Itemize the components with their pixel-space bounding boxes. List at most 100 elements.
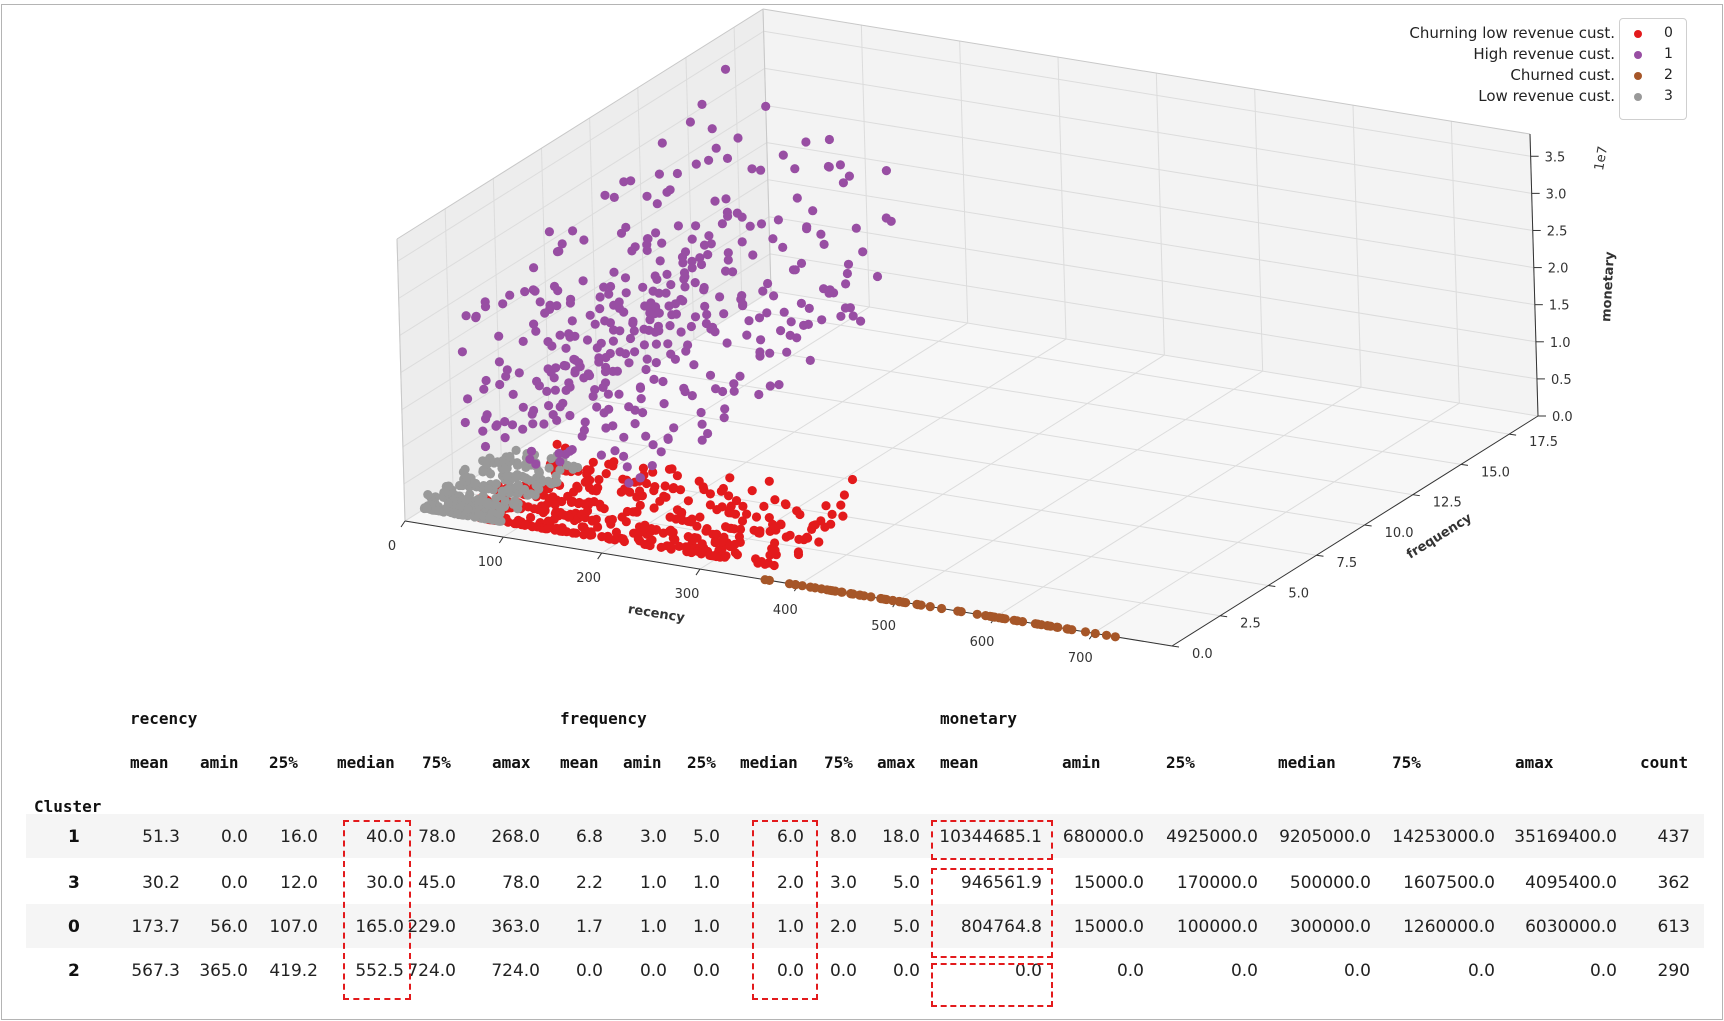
row-index: 2	[68, 961, 80, 981]
point-high-revenue	[650, 271, 660, 281]
point-low-revenue	[495, 507, 505, 517]
point-high-revenue	[543, 337, 553, 347]
point-high-revenue	[729, 379, 739, 389]
point-high-revenue	[527, 409, 537, 419]
point-churning-low	[503, 517, 513, 527]
column-header: 25%	[687, 753, 716, 772]
point-high-revenue	[549, 281, 560, 291]
point-high-revenue	[841, 279, 851, 289]
point-high-revenue	[621, 288, 631, 298]
point-high-revenue	[679, 383, 689, 393]
point-high-revenue	[824, 134, 835, 145]
grid-line	[492, 178, 502, 461]
point-high-revenue	[836, 311, 846, 321]
point-high-revenue	[609, 267, 619, 277]
grid-line	[896, 370, 1263, 602]
point-high-revenue	[805, 355, 815, 365]
point-high-revenue	[765, 381, 775, 391]
point-churning-low	[729, 524, 739, 534]
point-churning-low	[552, 439, 562, 449]
point-high-revenue	[851, 223, 861, 233]
point-low-revenue	[490, 500, 500, 510]
table-cell: 0.0	[575, 961, 603, 981]
point-high-revenue	[636, 394, 646, 404]
point-churning-low	[725, 505, 735, 515]
point-high-revenue	[656, 447, 666, 457]
table-cell: 6.8	[575, 827, 603, 847]
point-churning-low	[633, 534, 643, 544]
point-churned	[1110, 632, 1120, 642]
grid-line	[403, 253, 771, 485]
grid-line	[767, 179, 1535, 306]
point-churning-low	[756, 557, 767, 567]
point-high-revenue	[577, 431, 587, 441]
table-cell: 724.0	[491, 961, 540, 981]
point-high-revenue	[673, 221, 684, 231]
point-churned	[997, 613, 1007, 623]
point-high-revenue	[691, 221, 701, 231]
point-high-revenue	[480, 297, 490, 307]
point-high-revenue	[881, 213, 891, 223]
point-high-revenue	[671, 309, 682, 319]
point-high-revenue	[723, 211, 733, 221]
point-high-revenue	[835, 160, 846, 170]
point-high-revenue	[680, 282, 690, 292]
point-high-revenue	[661, 288, 671, 298]
table-cell: 18.0	[882, 827, 920, 847]
table-cell: 10344685.1	[939, 827, 1042, 847]
grid-line	[770, 290, 1539, 417]
table-cell: 5.0	[892, 917, 920, 937]
table-cell: 12.0	[280, 873, 318, 893]
point-churning-low	[582, 465, 592, 475]
point-churning-low	[712, 529, 722, 539]
table-cell: 15000.0	[1073, 873, 1144, 893]
point-high-revenue	[768, 234, 778, 244]
point-high-revenue	[494, 357, 504, 367]
point-low-revenue	[503, 484, 513, 494]
point-high-revenue	[796, 298, 807, 308]
point-churning-low	[695, 512, 705, 522]
point-low-revenue	[453, 509, 463, 519]
table-cell: 229.0	[407, 917, 456, 937]
legend-label: Churning low revenue cust.	[1409, 24, 1615, 42]
y-tick	[1412, 494, 1420, 497]
grid-line	[397, 30, 764, 262]
grid-line	[601, 322, 968, 554]
table-cell: 300000.0	[1289, 917, 1371, 937]
point-churning-low	[672, 471, 683, 481]
point-churning-low	[764, 513, 774, 523]
point-high-revenue	[808, 206, 818, 216]
point-low-revenue	[502, 471, 512, 482]
table-cell: 1260000.0	[1403, 917, 1495, 937]
table-cell: 804764.8	[960, 917, 1042, 937]
table-row-bg	[26, 814, 1704, 858]
point-high-revenue	[704, 231, 714, 241]
table-cell: 0.0	[1230, 961, 1258, 981]
column-header: median	[1278, 753, 1336, 772]
point-churning-low	[734, 532, 745, 542]
point-churning-low	[847, 474, 858, 485]
point-low-revenue	[491, 479, 501, 489]
table-cell: 6030000.0	[1525, 917, 1617, 937]
grid-line	[1352, 105, 1362, 388]
point-churning-low	[640, 523, 650, 533]
table-cell: 15000.0	[1073, 917, 1144, 937]
grid-line	[399, 105, 767, 336]
point-low-revenue	[484, 513, 494, 523]
point-low-revenue	[531, 480, 541, 490]
point-churning-low	[742, 509, 752, 519]
grid-line	[860, 25, 870, 308]
table-cell: 35169400.0	[1514, 827, 1617, 847]
point-high-revenue	[670, 299, 681, 309]
table-cell: 419.2	[269, 961, 318, 981]
point-churning-low	[621, 517, 631, 527]
grid-line	[1057, 57, 1067, 340]
point-churning-low	[770, 538, 780, 548]
point-churned	[916, 600, 926, 610]
point-high-revenue	[678, 258, 688, 268]
point-high-revenue	[655, 256, 665, 266]
table-cell: 1.0	[692, 873, 720, 893]
point-churning-low	[589, 497, 599, 507]
point-churned	[1090, 628, 1100, 639]
table-cell: 173.7	[131, 917, 180, 937]
